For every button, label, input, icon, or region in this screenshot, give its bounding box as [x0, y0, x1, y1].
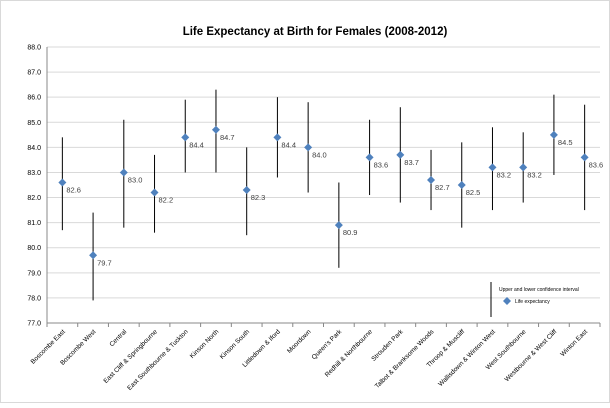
data-label: 83.2: [496, 170, 511, 179]
legend-life-expectancy-label: Life expectancy: [515, 299, 550, 305]
data-label: 84.4: [189, 140, 204, 149]
data-label: 83.6: [589, 160, 604, 169]
data-label: 82.5: [466, 188, 481, 197]
data-point-diamond: [150, 188, 159, 197]
data-label: 84.5: [558, 138, 573, 147]
data-label: 84.4: [281, 140, 296, 149]
data-label: 82.7: [435, 183, 450, 192]
y-tick-label: 78.0: [27, 295, 41, 302]
y-tick-label: 81.0: [27, 220, 41, 227]
data-point-diamond: [334, 221, 343, 230]
y-tick-label: 88.0: [27, 45, 41, 52]
data-label: 82.3: [251, 193, 266, 202]
data-label: 83.6: [374, 160, 389, 169]
data-point-diamond: [365, 153, 374, 162]
chart-title: Life Expectancy at Birth for Females (20…: [183, 26, 448, 38]
data-point-diamond: [580, 153, 589, 162]
y-tick-label: 82.0: [27, 195, 41, 202]
y-tick-label: 85.0: [27, 120, 41, 127]
data-point-diamond: [273, 133, 282, 142]
data-point-diamond: [58, 178, 67, 187]
data-point-diamond: [119, 168, 128, 177]
data-point-diamond: [427, 175, 436, 184]
data-points: [58, 125, 589, 260]
y-tick-label: 84.0: [27, 145, 41, 152]
legend-ci-label: Upper and lower confidence interval: [499, 287, 579, 293]
data-point-diamond: [181, 133, 190, 142]
data-point-diamond: [488, 163, 497, 172]
data-label: 80.9: [343, 228, 358, 237]
data-labels: 82.6 79.7 83.0 82.2 84.4 84.7 82.3 84.4 84.0 80.9…: [66, 133, 603, 267]
data-label: 79.7: [97, 258, 112, 267]
data-label: 84.7: [220, 133, 235, 142]
legend-diamond-marker: [503, 297, 511, 305]
y-tick-label: 86.0: [27, 95, 41, 102]
y-tick-label: 83.0: [27, 170, 41, 177]
y-tick-label: 87.0: [27, 70, 41, 77]
data-label: 83.0: [128, 175, 143, 184]
y-tick-label: 80.0: [27, 245, 41, 252]
data-point-diamond: [519, 163, 528, 172]
data-point-diamond: [396, 150, 405, 159]
y-axis: 77.0 78.0 79.0 80.0 81.0 82.0 83.0 84.0 85.0 86.0…: [27, 45, 48, 328]
data-point-diamond: [211, 125, 220, 134]
data-label: 83.2: [527, 170, 542, 179]
data-label: 84.0: [312, 150, 327, 159]
data-point-diamond: [242, 186, 251, 195]
data-label: 82.2: [159, 196, 174, 205]
data-label: 83.7: [404, 158, 419, 167]
y-tick-label: 77.0: [27, 321, 41, 328]
data-point-diamond: [304, 143, 313, 152]
data-point-diamond: [457, 181, 466, 189]
y-tick-label: 79.0: [27, 270, 41, 277]
legend: Upper and lower confidence interval Life…: [490, 282, 579, 317]
data-label: 82.6: [66, 185, 81, 194]
data-point-diamond: [89, 251, 98, 260]
data-point-diamond: [549, 130, 558, 139]
